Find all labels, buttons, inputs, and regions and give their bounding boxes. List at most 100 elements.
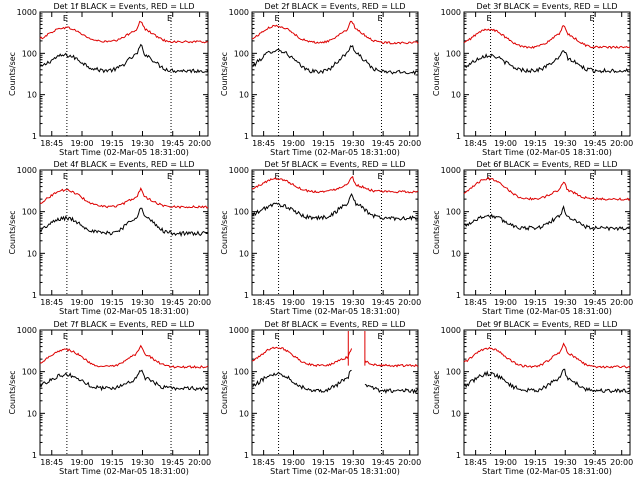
lld-series-line bbox=[463, 25, 631, 50]
time-marker-label: E bbox=[377, 14, 382, 23]
y-tick-label: 10 bbox=[27, 409, 37, 418]
x-tick-label: 19:45 bbox=[372, 139, 395, 148]
time-marker-label: E bbox=[377, 172, 382, 181]
x-tick-label: 19:30 bbox=[554, 139, 577, 148]
panel-title: Det 8f BLACK = Events, RED = LLD bbox=[264, 320, 405, 329]
x-tick-label: 19:45 bbox=[584, 139, 607, 148]
time-marker-label: E bbox=[167, 332, 172, 341]
y-axis: 1 10 100 1000 bbox=[17, 8, 208, 141]
lld-series-line bbox=[251, 175, 419, 194]
x-tick-label: 19:15 bbox=[101, 458, 124, 467]
y-tick-label: 10 bbox=[239, 249, 249, 258]
y-axis-label: Counts/sec bbox=[8, 210, 17, 254]
x-tick-label: 18:45 bbox=[40, 139, 63, 148]
y-tick-label: 1000 bbox=[441, 166, 461, 175]
x-tick-label: 19:15 bbox=[101, 139, 124, 148]
y-tick-label: 10 bbox=[27, 91, 37, 100]
x-tick-label: 19:15 bbox=[524, 139, 547, 148]
detector-panel-7: Det 7f BLACK = Events, RED = LLD E E 1 10 100… bbox=[8, 320, 211, 476]
lld-series-line bbox=[252, 20, 419, 45]
y-axis-label: Counts/sec bbox=[432, 370, 441, 414]
detector-panel-9: Det 9f BLACK = Events, RED = LLD E E 1 10 100… bbox=[432, 320, 633, 476]
lld-series-line bbox=[39, 344, 209, 369]
time-marker-label: E bbox=[377, 332, 382, 341]
x-tick-label: 19:30 bbox=[342, 298, 365, 307]
x-tick-label: 19:30 bbox=[131, 139, 154, 148]
panel-title: Det 3f BLACK = Events, RED = LLD bbox=[476, 2, 617, 11]
y-tick-label: 1000 bbox=[229, 326, 249, 335]
y-tick-label: 1 bbox=[456, 451, 461, 460]
y-axis: 1 10 100 1000 bbox=[229, 326, 418, 460]
y-tick-label: 1 bbox=[244, 132, 249, 141]
x-axis-label: Start Time (02-Mar-05 18:31:00) bbox=[482, 307, 612, 316]
y-tick-label: 1000 bbox=[229, 166, 249, 175]
x-axis: 18:45 19:00 19:15 19:30 19:45 20:00 bbox=[252, 12, 421, 148]
time-marker-label: E bbox=[63, 332, 68, 341]
lld-spike bbox=[347, 331, 366, 366]
x-tick-label: 19:30 bbox=[131, 458, 154, 467]
x-tick-label: 19:00 bbox=[70, 458, 93, 467]
y-axis-label: Counts/sec bbox=[8, 370, 17, 414]
x-tick-label: 19:30 bbox=[131, 298, 154, 307]
panel-title: Det 4f BLACK = Events, RED = LLD bbox=[53, 160, 194, 169]
x-tick-label: 19:00 bbox=[494, 298, 517, 307]
x-tick-label: 19:45 bbox=[584, 298, 607, 307]
y-tick-label: 10 bbox=[239, 409, 249, 418]
x-axis-label: Start Time (02-Mar-05 18:31:00) bbox=[270, 148, 400, 157]
x-tick-label: 20:00 bbox=[398, 458, 421, 467]
y-tick-label: 1 bbox=[456, 291, 461, 300]
x-tick-label: 18:45 bbox=[40, 298, 63, 307]
time-marker-label: E bbox=[167, 14, 172, 23]
time-marker-label: E bbox=[275, 172, 280, 181]
detector-panel-5: Det 5f BLACK = Events, RED = LLD E E 1 10 100… bbox=[220, 160, 421, 316]
x-tick-label: 19:30 bbox=[554, 298, 577, 307]
plot-frame bbox=[39, 329, 209, 456]
time-marker-label: E bbox=[589, 172, 594, 181]
x-axis: 18:45 19:00 19:15 19:30 19:45 20:00 bbox=[464, 12, 633, 148]
detector-panel-3: Det 3f BLACK = Events, RED = LLD E E 1 10 100… bbox=[432, 2, 633, 157]
plot-frame bbox=[463, 329, 631, 456]
x-tick-label: 19:45 bbox=[161, 458, 184, 467]
x-axis: 18:45 19:00 19:15 19:30 19:45 20:00 bbox=[252, 330, 421, 467]
panel-title: Det 9f BLACK = Events, RED = LLD bbox=[476, 320, 617, 329]
x-tick-label: 20:00 bbox=[188, 298, 211, 307]
x-tick-label: 19:00 bbox=[494, 139, 517, 148]
lld-series-line bbox=[251, 346, 419, 368]
x-tick-label: 19:15 bbox=[101, 298, 124, 307]
lld-series-line bbox=[463, 176, 631, 201]
y-tick-label: 100 bbox=[22, 368, 37, 377]
time-marker-label: E bbox=[589, 332, 594, 341]
x-tick-label: 20:00 bbox=[610, 298, 633, 307]
y-tick-label: 100 bbox=[234, 368, 249, 377]
y-axis: 1 10 100 1000 bbox=[441, 326, 630, 460]
y-axis-label: Counts/sec bbox=[432, 210, 441, 254]
x-tick-label: 19:00 bbox=[282, 458, 305, 467]
x-tick-label: 18:45 bbox=[252, 298, 275, 307]
events-series-line bbox=[39, 43, 209, 74]
y-tick-label: 10 bbox=[451, 249, 461, 258]
events-series-line bbox=[251, 369, 419, 395]
x-axis: 18:45 19:00 19:15 19:30 19:45 20:00 bbox=[252, 170, 421, 307]
y-tick-label: 1 bbox=[244, 451, 249, 460]
y-tick-label: 1000 bbox=[229, 8, 249, 17]
y-tick-label: 100 bbox=[22, 208, 37, 217]
events-series-line bbox=[463, 368, 631, 394]
time-marker-label: E bbox=[275, 332, 280, 341]
y-axis-label: Counts/sec bbox=[220, 370, 229, 414]
y-tick-label: 1 bbox=[32, 451, 37, 460]
panel-title: Det 1f BLACK = Events, RED = LLD bbox=[53, 2, 194, 11]
x-axis-label: Start Time (02-Mar-05 18:31:00) bbox=[59, 148, 189, 157]
panel-title: Det 7f BLACK = Events, RED = LLD bbox=[53, 320, 194, 329]
x-tick-label: 20:00 bbox=[188, 139, 211, 148]
events-series-line bbox=[463, 50, 631, 74]
panel-title: Det 5f BLACK = Events, RED = LLD bbox=[264, 160, 405, 169]
x-tick-label: 18:45 bbox=[252, 139, 275, 148]
time-marker-label: E bbox=[167, 172, 172, 181]
plot-frame bbox=[463, 169, 631, 296]
detector-panel-2: Det 2f BLACK = Events, RED = LLD E E 1 10 100… bbox=[220, 2, 421, 157]
y-tick-label: 1000 bbox=[441, 8, 461, 17]
y-tick-label: 100 bbox=[446, 368, 461, 377]
plot-frame bbox=[463, 11, 631, 137]
y-tick-label: 10 bbox=[239, 91, 249, 100]
